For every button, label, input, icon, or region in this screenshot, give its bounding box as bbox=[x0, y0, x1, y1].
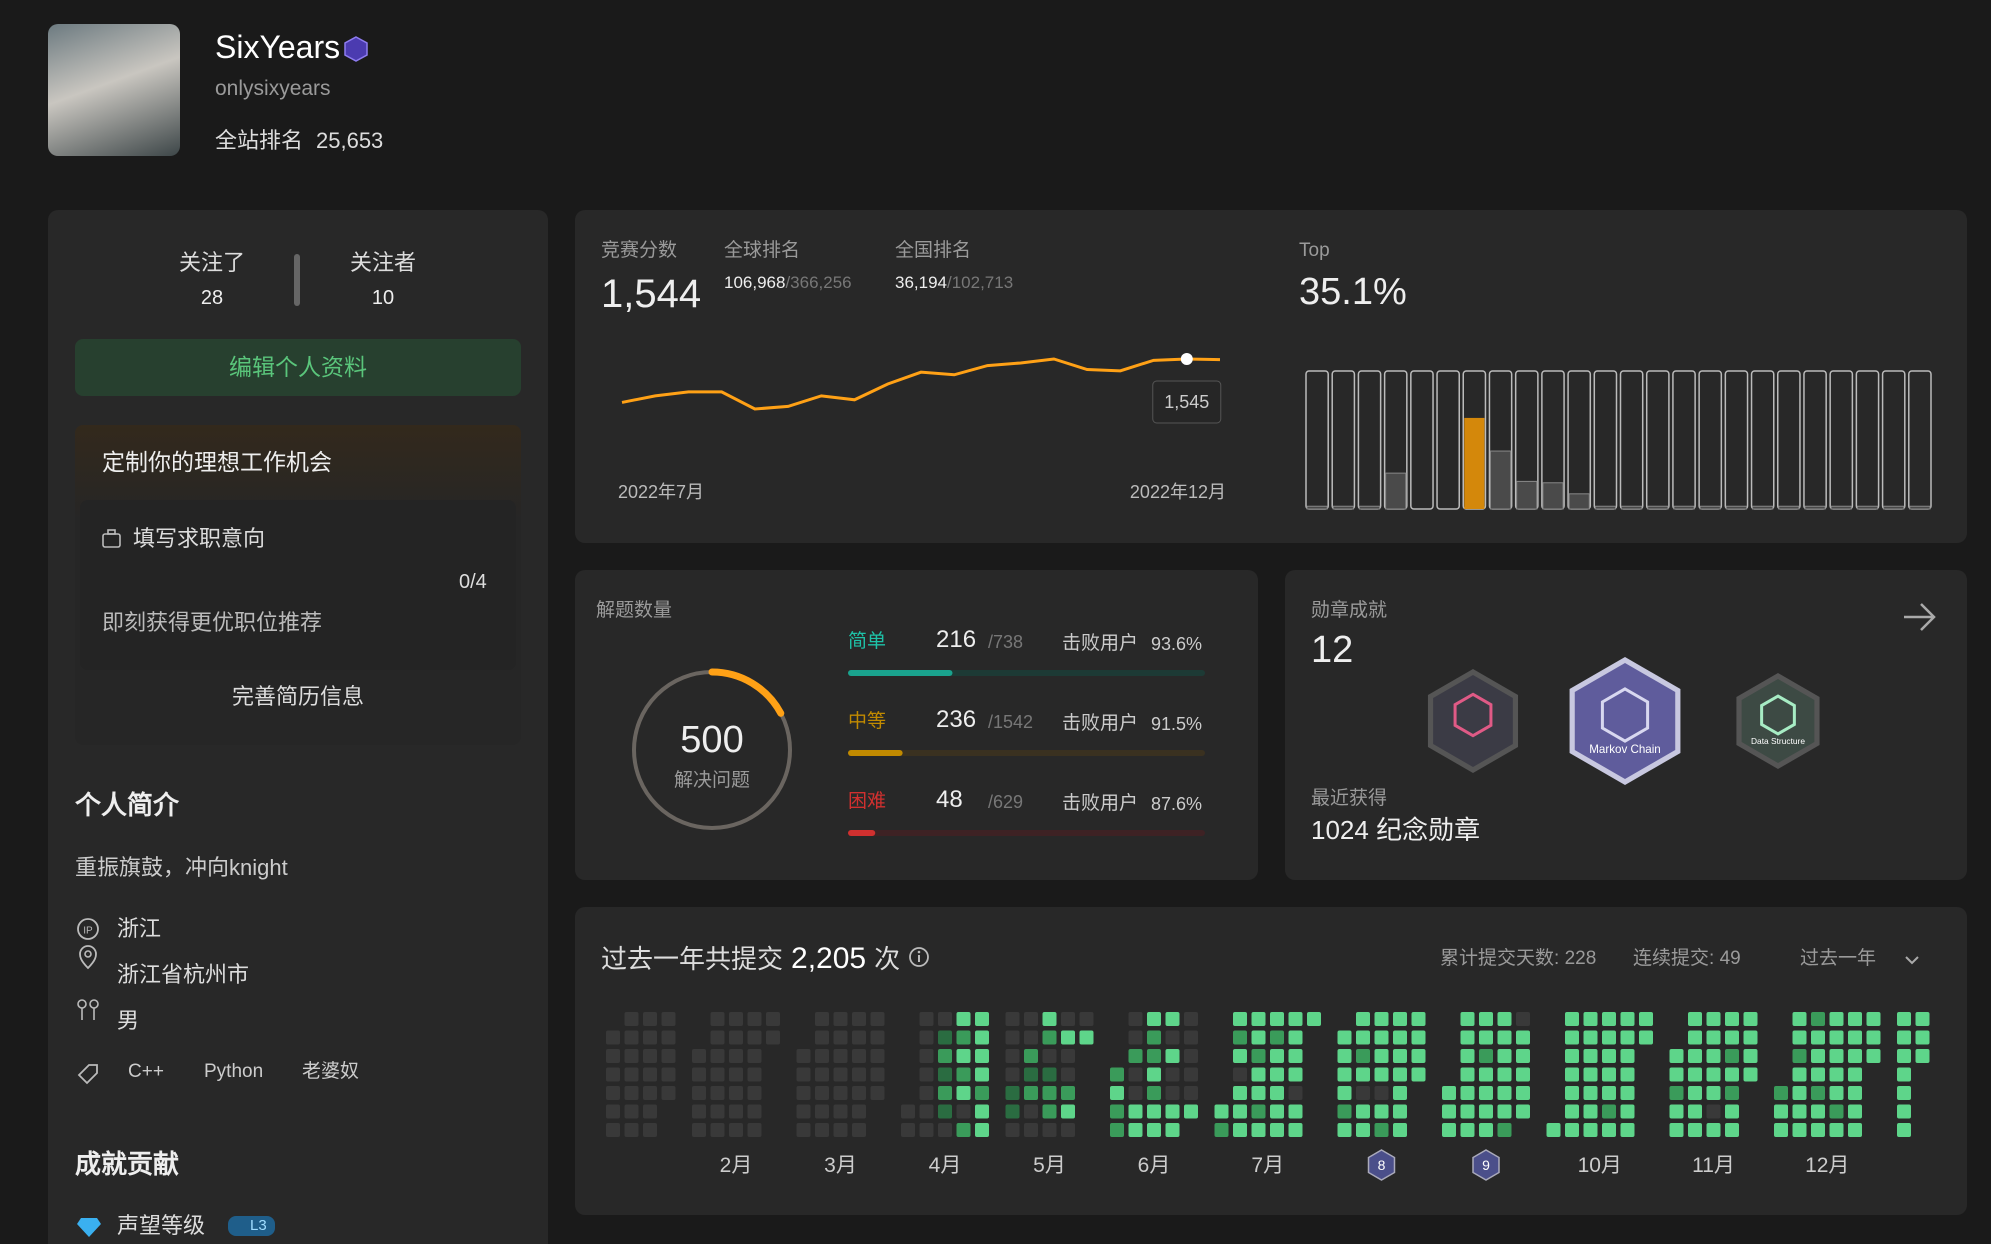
job-inner bbox=[80, 500, 516, 670]
chevron-icon[interactable] bbox=[1902, 950, 1922, 970]
submissions-unit: 次 bbox=[874, 944, 901, 974]
user-handle: onlysixyears bbox=[215, 77, 331, 100]
badges-title: 勋章成就 bbox=[1311, 600, 1388, 621]
job-title: 定制你的理想工作机会 bbox=[102, 449, 332, 475]
level-name: 中等 bbox=[848, 711, 887, 732]
resume-link[interactable]: 完善简历信息 bbox=[231, 684, 364, 709]
range-select[interactable]: 过去一年 bbox=[1800, 948, 1877, 969]
verified-icon bbox=[344, 36, 368, 62]
level-solved: 216 bbox=[936, 626, 977, 653]
job-intent[interactable]: 填写求职意向 bbox=[133, 526, 266, 551]
national-total: /102,713 bbox=[947, 273, 1014, 292]
active-days: 228 bbox=[1564, 948, 1597, 969]
x-label: 2022年12月 bbox=[1129, 482, 1226, 502]
solved-title: 解题数量 bbox=[596, 600, 673, 621]
recent-badge: 1024 纪念勋章 bbox=[1311, 815, 1481, 845]
national-rank: 36,194 bbox=[895, 273, 947, 292]
beat-label: 击败用户 bbox=[1062, 713, 1139, 734]
diamond-icon bbox=[77, 1218, 101, 1237]
avatar[interactable] bbox=[48, 24, 180, 156]
achievements-title: 成就贡献 bbox=[75, 1149, 180, 1179]
level-solved: 236 bbox=[936, 706, 977, 733]
job-hint: 即刻获得更优职位推荐 bbox=[102, 610, 323, 635]
active-days-label: 累计提交天数: bbox=[1440, 948, 1560, 969]
x-label: 2022年7月 bbox=[618, 482, 705, 502]
skill-tag[interactable]: Python bbox=[204, 1061, 264, 1082]
skill-tag[interactable]: C++ bbox=[128, 1061, 164, 1082]
gender: 男 bbox=[117, 1008, 140, 1033]
rank-label: 全站排名 bbox=[215, 128, 304, 153]
skill-tag[interactable]: 老婆奴 bbox=[302, 1061, 360, 1082]
global-total: /366,256 bbox=[785, 273, 852, 292]
recent-label: 最近获得 bbox=[1311, 788, 1388, 809]
followers-count[interactable]: 10 bbox=[371, 287, 395, 309]
job-progress: 0/4 bbox=[459, 571, 487, 593]
level-total: /1542 bbox=[988, 712, 1034, 732]
level-total: /629 bbox=[988, 792, 1024, 812]
bio-text: 重振旗鼓，冲向knight bbox=[75, 855, 288, 880]
briefcase-icon bbox=[102, 529, 121, 548]
badges-arrow[interactable] bbox=[1902, 600, 1938, 634]
location: 浙江省杭州市 bbox=[117, 962, 250, 987]
submissions-total: 2,205 bbox=[791, 942, 867, 975]
top-label: Top bbox=[1299, 240, 1330, 261]
tag-icon bbox=[77, 1064, 98, 1085]
streak-label: 连续提交: bbox=[1633, 948, 1715, 969]
level-total: /738 bbox=[988, 632, 1024, 652]
rank-value: 25,653 bbox=[316, 128, 384, 153]
bio-title: 个人简介 bbox=[75, 790, 180, 820]
edit-profile-button[interactable]: 编辑个人资料 bbox=[75, 339, 521, 396]
streak: 49 bbox=[1719, 948, 1741, 969]
reputation-label: 声望等级 bbox=[117, 1213, 206, 1238]
level-badge: L3 bbox=[228, 1216, 275, 1236]
beat-value: 93.6% bbox=[1151, 634, 1203, 654]
beat-label: 击败用户 bbox=[1062, 793, 1139, 814]
global-rank-label: 全球排名 bbox=[724, 240, 801, 261]
national-rank-label: 全国排名 bbox=[895, 240, 972, 261]
level-name: 困难 bbox=[848, 791, 887, 812]
info-icons: IP bbox=[77, 918, 99, 1020]
level-name: 简单 bbox=[848, 631, 887, 652]
rating-value: 1,544 bbox=[601, 272, 702, 316]
badges-count: 12 bbox=[1311, 629, 1354, 671]
beat-value: 91.5% bbox=[1151, 714, 1203, 734]
solved-label: 解决问题 bbox=[673, 770, 750, 791]
rating-label: 竞赛分数 bbox=[601, 240, 678, 261]
following-label[interactable]: 关注了 bbox=[178, 250, 245, 275]
user-name: SixYears bbox=[215, 29, 341, 65]
following-count[interactable]: 28 bbox=[200, 287, 224, 309]
followers-label[interactable]: 关注者 bbox=[349, 250, 416, 275]
top-value: 35.1% bbox=[1299, 271, 1407, 313]
info-icon[interactable] bbox=[908, 946, 930, 968]
solved-count: 500 bbox=[680, 719, 744, 761]
beat-label: 击败用户 bbox=[1062, 633, 1139, 654]
level-solved: 48 bbox=[936, 786, 963, 813]
divider bbox=[294, 254, 300, 306]
global-rank: 106,968 bbox=[724, 273, 786, 292]
beat-value: 87.6% bbox=[1151, 794, 1203, 814]
svg-text:IP: IP bbox=[83, 926, 93, 937]
ip-location: 浙江 bbox=[117, 916, 162, 941]
submissions-title: 过去一年共提交 bbox=[601, 944, 784, 974]
